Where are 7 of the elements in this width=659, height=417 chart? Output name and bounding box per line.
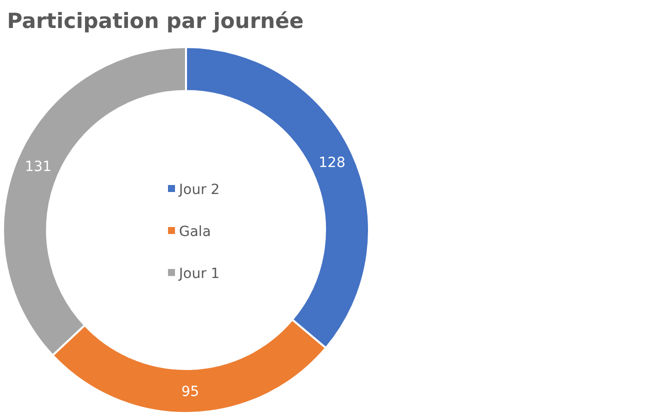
data-label: 131 xyxy=(24,158,52,175)
legend-label: Jour 1 xyxy=(178,266,220,282)
legend-label: Gala xyxy=(179,224,211,240)
chart-title: Participation par journée xyxy=(7,9,304,33)
data-label: 128 xyxy=(318,155,346,172)
legend-label: Jour 2 xyxy=(178,182,220,198)
data-label: 95 xyxy=(181,384,200,400)
